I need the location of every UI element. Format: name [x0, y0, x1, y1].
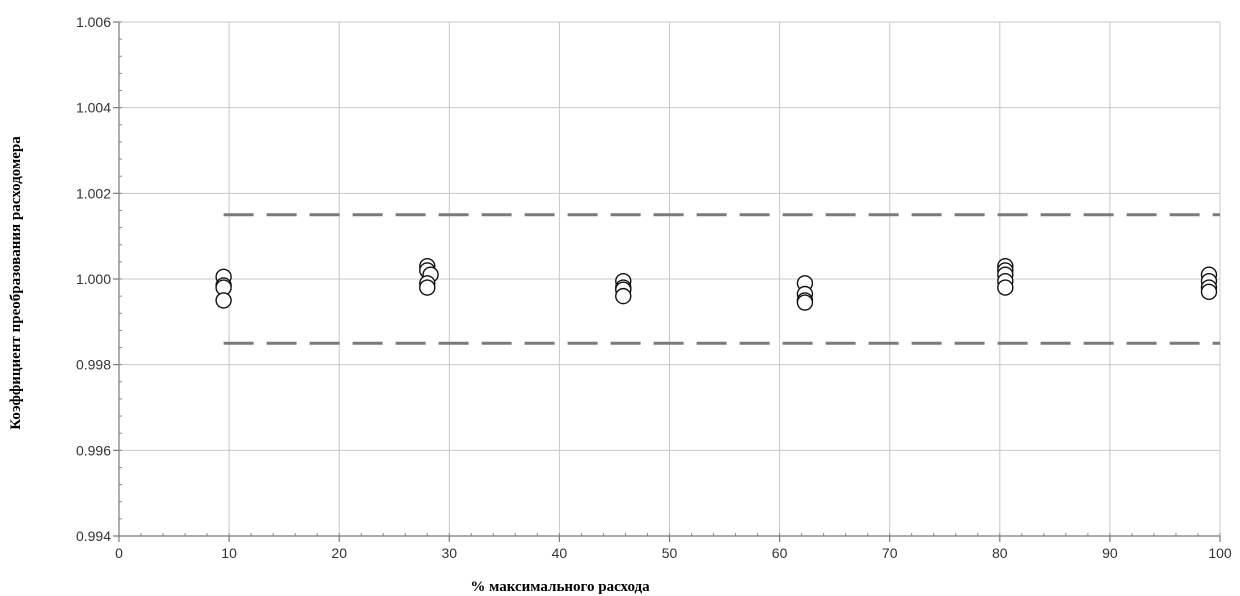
grid: [119, 21, 1221, 536]
y-tick-label: 1.006: [76, 14, 111, 30]
y-axis-title: Коэффициент преобразования расходомера: [8, 136, 24, 430]
data-point: [796, 294, 814, 311]
limit-lines: [223, 213, 1220, 345]
y-tick-label: 1.004: [76, 100, 111, 116]
data-point: [215, 292, 232, 309]
x-tick-label: 90: [1102, 545, 1118, 561]
x-tick-label: 20: [331, 545, 347, 561]
data-point: [1200, 283, 1218, 301]
x-tick-label: 80: [992, 545, 1008, 561]
x-tick-label: 60: [772, 545, 788, 561]
axes: [113, 21, 1221, 542]
y-tick-label: 1.000: [76, 271, 111, 287]
x-tick-label: 10: [221, 545, 237, 561]
x-axis-title: % максимального расхода: [470, 579, 650, 595]
y-tick-label: 1.002: [76, 185, 111, 201]
x-tick-label: 30: [442, 545, 458, 561]
tick-labels: 0 10 20 30 40 50 60 70 80 90 100 0.994 0.996 0.998 1.0…: [76, 14, 1232, 561]
x-tick-label: 0: [115, 545, 123, 561]
data-points: [215, 257, 1218, 311]
x-tick-label: 70: [882, 545, 898, 561]
y-tick-label: 0.998: [76, 357, 111, 373]
data-point: [997, 279, 1014, 296]
x-tick-label: 40: [552, 545, 568, 561]
x-tick-label: 50: [662, 545, 678, 561]
data-point: [419, 279, 436, 296]
y-tick-label: 0.994: [76, 528, 111, 544]
y-tick-label: 0.996: [76, 442, 111, 458]
data-point: [615, 287, 632, 305]
x-tick-label: 100: [1208, 545, 1232, 561]
